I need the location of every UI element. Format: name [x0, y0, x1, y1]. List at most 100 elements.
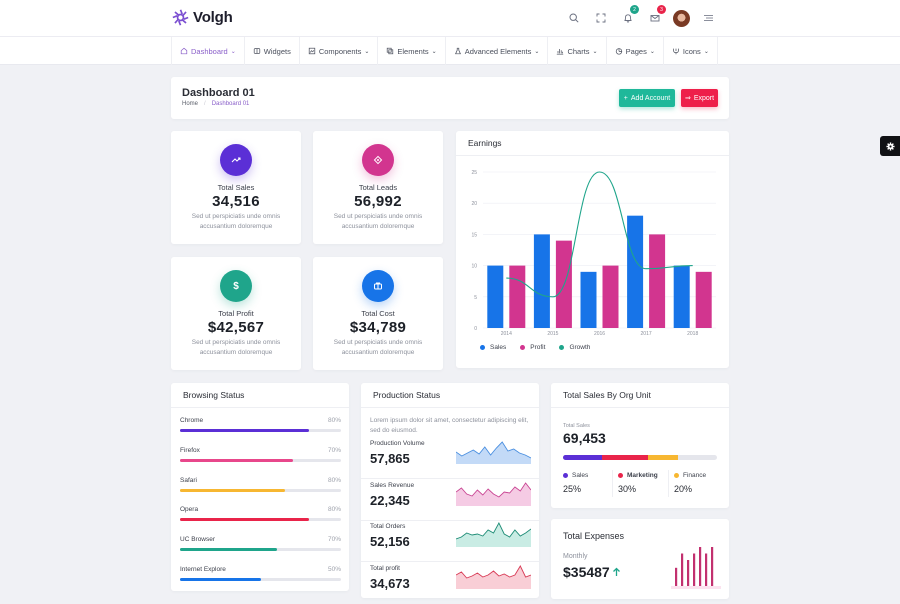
- search-icon: [568, 13, 579, 23]
- stat-card-total-sales: Total Sales 34,516 Sed ut perspiciatis u…: [171, 131, 301, 244]
- nav-label: Charts: [567, 46, 590, 56]
- brand-logo[interactable]: Volgh: [172, 9, 233, 26]
- browser-name: Internet Explore: [180, 566, 226, 573]
- stat-description: Sed ut perspiciatis unde omnis accusantiu…: [191, 339, 281, 356]
- export-button[interactable]: ⇒ Export: [681, 89, 718, 107]
- metric-value: 57,865: [370, 451, 410, 466]
- svg-text:10: 10: [471, 264, 477, 270]
- stat-label: Total Sales: [217, 183, 255, 192]
- settings-toggle[interactable]: [880, 136, 900, 156]
- browsing-title: Browsing Status: [171, 383, 349, 408]
- chevron-down-icon: ⌄: [364, 48, 370, 55]
- nav-advanced-elements[interactable]: Advanced Elements ⌄: [446, 37, 549, 65]
- bar-sales[interactable]: [673, 265, 690, 328]
- fullscreen-button[interactable]: [587, 8, 614, 28]
- svg-text:15: 15: [471, 232, 477, 238]
- legend-sales[interactable]: Sales: [480, 344, 506, 351]
- page-title: Dashboard 01: [182, 87, 255, 99]
- org-bar-segment: [601, 455, 648, 460]
- bar-sales[interactable]: [487, 265, 504, 328]
- widgets-icon: [253, 48, 260, 54]
- search-button[interactable]: [560, 8, 587, 28]
- add-account-button[interactable]: + Add Account: [619, 89, 675, 107]
- browser-name: Firefox: [180, 446, 200, 454]
- progress-track: [180, 578, 341, 581]
- stat-description: Sed ut perspiciatis unde omnis accusantiu…: [191, 213, 281, 230]
- metric-value: 52,156: [370, 534, 410, 549]
- chevron-down-icon: ⌄: [230, 48, 236, 55]
- stat-description: Sed ut perspiciatis unde omnis accusantiu…: [333, 213, 423, 230]
- messages-button[interactable]: 3: [641, 5, 668, 28]
- metric-label: Total profit: [370, 564, 400, 572]
- browser-percent: 80%: [327, 417, 341, 424]
- legend-profit[interactable]: Profit: [520, 344, 545, 351]
- nav-label: Dashboard: [191, 46, 228, 56]
- progress-fill: [180, 578, 261, 581]
- export-label: Export: [693, 94, 715, 102]
- nav-components[interactable]: Components ⌄: [300, 37, 379, 65]
- breadcrumb: Home / Dashboard 01: [182, 101, 249, 107]
- bar-sales[interactable]: [580, 271, 597, 328]
- stat-card-total-leads: Total Leads 56,992 Sed ut perspiciatis u…: [313, 131, 443, 244]
- bar-profit[interactable]: [649, 234, 666, 328]
- svg-text:5: 5: [474, 295, 477, 301]
- org-total-label: Total Sales: [563, 423, 590, 429]
- bar-profit[interactable]: [602, 265, 619, 328]
- home-icon: [180, 47, 188, 55]
- nav-icons[interactable]: Icons ⌄: [664, 37, 718, 65]
- arrow-up-icon: [612, 567, 620, 576]
- svg-text:25: 25: [471, 170, 477, 176]
- bar-profit[interactable]: [509, 265, 526, 328]
- bar-sales[interactable]: [533, 234, 550, 328]
- org-total-value: 69,453: [563, 430, 606, 446]
- stat-value: $34,789: [349, 319, 407, 336]
- progress-fill: [180, 458, 293, 462]
- production-metric: Sales Revenue 22,345: [361, 480, 539, 521]
- legend-growth[interactable]: Growth: [559, 344, 590, 351]
- breadcrumb-home[interactable]: Home: [182, 101, 199, 107]
- stat-description: Sed ut perspiciatis unde omnis accusantiu…: [333, 339, 423, 356]
- svg-text:2016: 2016: [594, 331, 605, 337]
- notifications-button[interactable]: 2: [614, 5, 641, 28]
- bell-icon: [623, 14, 632, 23]
- production-metric: Production Volume 57,865: [361, 438, 539, 479]
- browser-percent: 80%: [327, 476, 341, 484]
- browser-stat-row: Firefox 70%: [180, 447, 341, 462]
- avatar[interactable]: [673, 9, 690, 27]
- org-segment-marketing: Marketing 30%: [618, 472, 658, 494]
- bar-profit[interactable]: [695, 271, 712, 328]
- nav-charts[interactable]: Charts ⌄: [548, 37, 607, 65]
- nav-label: Widgets: [263, 46, 291, 56]
- nav-widgets[interactable]: Widgets: [245, 37, 300, 65]
- bar-sales[interactable]: [627, 215, 644, 328]
- stat-value: 34,516: [212, 193, 260, 210]
- metric-label: Sales Revenue: [370, 481, 415, 489]
- svg-text:2014: 2014: [501, 331, 512, 337]
- browser-stat-row: Chrome 80%: [180, 417, 341, 432]
- export-icon: ⇒: [684, 95, 691, 102]
- trend-up-icon: [220, 144, 252, 176]
- components-icon: [308, 47, 315, 55]
- brand-name: Volgh: [193, 9, 233, 26]
- add-account-label: Add Account: [630, 94, 671, 102]
- expenses-title: Total Expenses: [563, 531, 625, 541]
- messages-badge: 3: [657, 5, 666, 14]
- org-bar-segment: [647, 455, 679, 460]
- briefcase-icon: [362, 270, 394, 302]
- nav-dashboard[interactable]: Dashboard ⌄: [171, 37, 245, 65]
- browser-stat-row: UC Browser 70%: [180, 536, 341, 552]
- sparkline-chart: [456, 564, 531, 589]
- pages-icon: [615, 48, 622, 55]
- top-bar: Volgh 2 3: [0, 0, 900, 37]
- total-expenses-card: Total Expenses Monthly $35487: [551, 519, 729, 599]
- sparkline-chart: [456, 441, 531, 464]
- plus-icon: +: [623, 94, 628, 102]
- menu-button[interactable]: [695, 8, 722, 28]
- icons-icon: [673, 48, 679, 55]
- svg-text:2017: 2017: [641, 331, 652, 337]
- nav-elements[interactable]: Elements ⌄: [378, 37, 446, 65]
- nav-pages[interactable]: Pages ⌄: [607, 37, 664, 65]
- browser-percent: 70%: [327, 446, 341, 454]
- browser-name: Safari: [180, 476, 197, 484]
- growth-line: [506, 171, 693, 298]
